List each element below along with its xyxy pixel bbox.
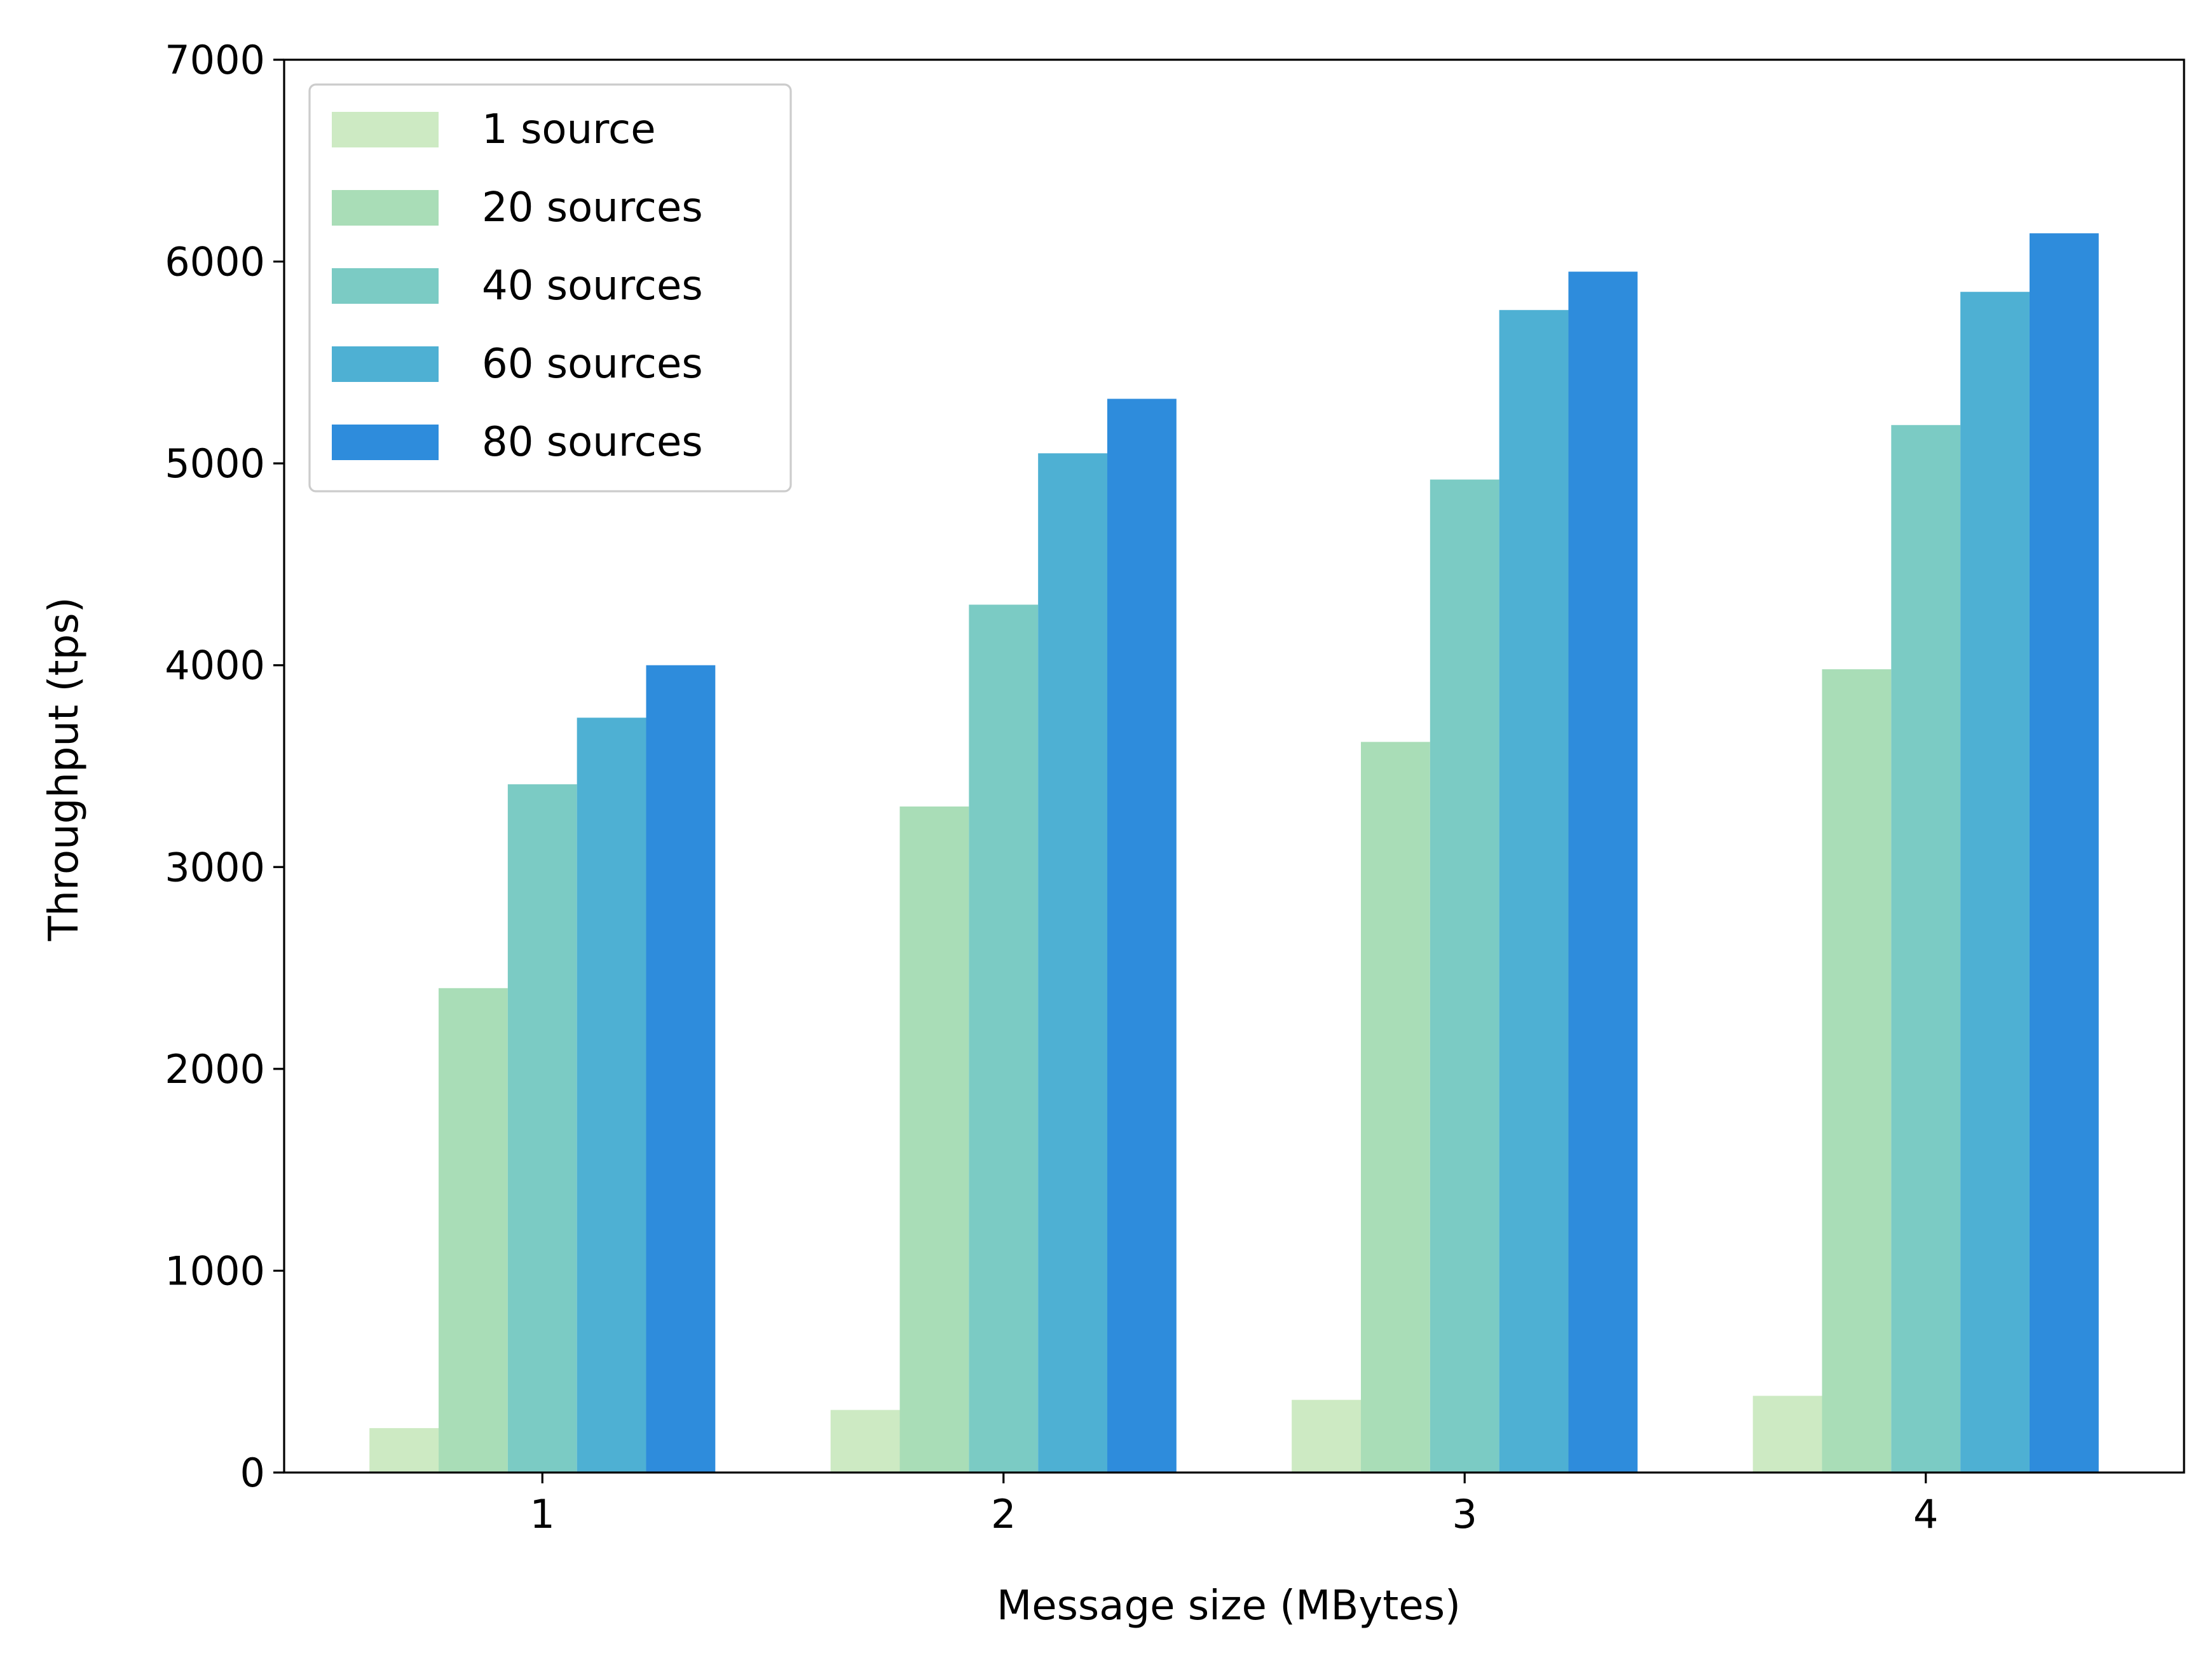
bar bbox=[2029, 233, 2099, 1473]
legend-label: 1 source bbox=[482, 106, 656, 153]
x-tick-label: 3 bbox=[1452, 1491, 1477, 1537]
y-tick-label: 2000 bbox=[165, 1046, 265, 1092]
bar bbox=[899, 806, 969, 1473]
y-axis-label: Throughput (tps) bbox=[41, 597, 88, 941]
y-tick-label: 7000 bbox=[165, 37, 265, 83]
legend-swatch bbox=[332, 425, 439, 460]
legend-swatch bbox=[332, 190, 439, 226]
legend-box bbox=[308, 83, 792, 493]
legend-swatch bbox=[332, 268, 439, 304]
legend-label: 40 sources bbox=[482, 262, 703, 310]
bar bbox=[646, 665, 716, 1473]
bar bbox=[369, 1428, 439, 1473]
y-tick-label: 3000 bbox=[165, 844, 265, 890]
bar bbox=[577, 718, 646, 1473]
bars-layer bbox=[369, 233, 2099, 1473]
legend: 1 source 20 sources 40 sources 60 sources 80… bbox=[308, 83, 792, 493]
y-tick-label: 5000 bbox=[165, 440, 265, 487]
y-tick-label: 1000 bbox=[165, 1248, 265, 1294]
legend-swatch bbox=[332, 346, 439, 382]
axes-layer: 0 1000 2000 3000 4000 5000 6000 7000 1 2 3 4 bbox=[165, 37, 2185, 1537]
x-axis-label: Message size (MBytes) bbox=[997, 1582, 1461, 1630]
legend-swatch bbox=[332, 112, 439, 147]
legend-label: 60 sources bbox=[482, 341, 703, 388]
x-tick-label: 2 bbox=[991, 1491, 1016, 1537]
plot-frame bbox=[283, 58, 2185, 1474]
legend-label: 80 sources bbox=[482, 419, 703, 466]
legend-label: 20 sources bbox=[482, 184, 703, 231]
bar bbox=[507, 784, 577, 1473]
y-tick-label: 6000 bbox=[165, 239, 265, 285]
bar bbox=[1568, 271, 1638, 1473]
x-tick-label: 1 bbox=[530, 1491, 555, 1537]
y-tick-label: 0 bbox=[240, 1450, 265, 1496]
bar bbox=[1038, 453, 1107, 1473]
bar bbox=[1107, 398, 1177, 1473]
bar bbox=[1822, 669, 1892, 1473]
bar bbox=[1430, 479, 1499, 1473]
x-tick-label: 4 bbox=[1913, 1491, 1938, 1537]
bar bbox=[1499, 310, 1569, 1473]
bar bbox=[969, 604, 1039, 1473]
bar bbox=[1752, 1396, 1822, 1473]
bar bbox=[1960, 292, 2030, 1473]
bar bbox=[1361, 742, 1430, 1473]
bar bbox=[830, 1410, 900, 1473]
bar bbox=[439, 988, 508, 1473]
bar bbox=[1891, 425, 1961, 1473]
bar bbox=[1292, 1399, 1362, 1473]
y-tick-label: 4000 bbox=[165, 643, 265, 689]
